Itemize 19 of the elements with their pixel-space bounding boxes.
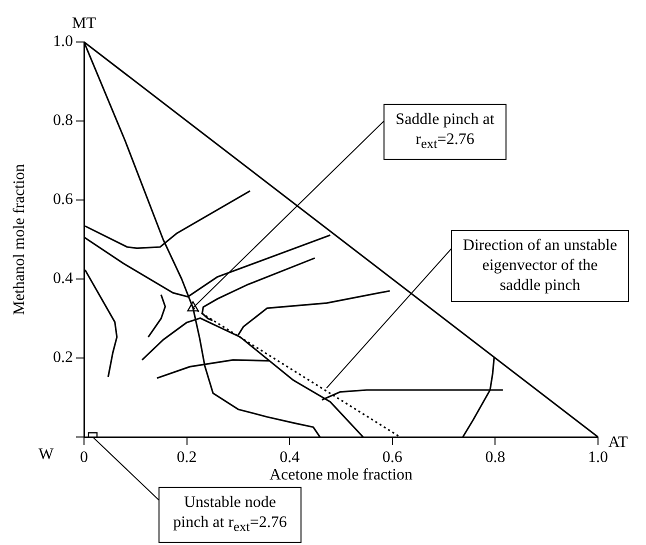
y-tick-label: 0.6 <box>53 191 73 208</box>
x-tick-label: 0 <box>80 448 88 466</box>
x-axis-title: Acetone mole fraction <box>269 466 413 484</box>
x-tick-label: 1.0 <box>588 448 608 466</box>
annotation: W <box>38 445 54 465</box>
y-tick-label: 0.4 <box>53 270 73 288</box>
annotation: AT <box>608 433 628 453</box>
annotation: Direction of an unstable eigenvector of the saddle pinch <box>451 230 629 302</box>
x-tick-label: 0.4 <box>280 448 300 466</box>
y-tick-label: 0.2 <box>53 349 73 366</box>
x-tick-label: 0.6 <box>382 448 402 466</box>
y-tick-label: 1.0 <box>53 33 73 50</box>
annotation: Saddle pinch at r$_{ext}$=2.76 <box>384 104 506 160</box>
y-tick-label: 0.8 <box>53 112 73 130</box>
y-axis-title: Methanol mole fraction <box>10 164 28 316</box>
annotation: Unstable node pinch at r$_{ext}$=2.76 <box>158 486 302 544</box>
x-tick-label: 0.8 <box>485 448 506 466</box>
x-tick-label: 0.2 <box>176 448 197 466</box>
annotation: MT <box>72 14 96 34</box>
